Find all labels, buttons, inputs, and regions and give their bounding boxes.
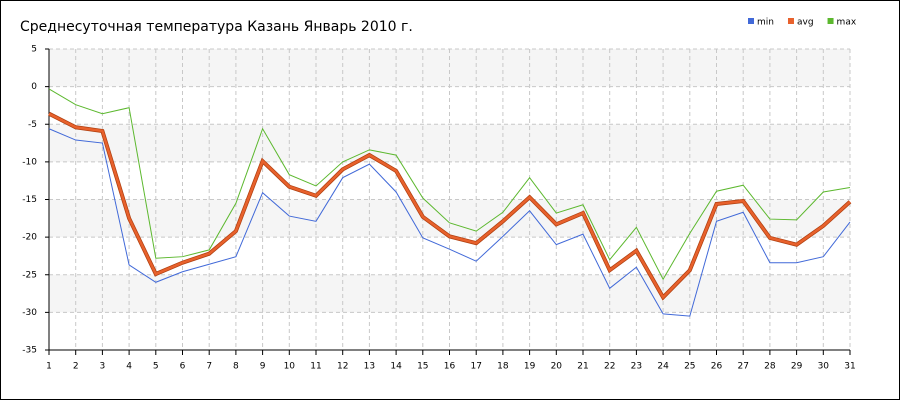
y-tick-label: -30 [22, 308, 37, 318]
x-tick-label: 28 [764, 362, 776, 372]
x-tick-label: 25 [684, 362, 695, 372]
x-tick-label: 29 [791, 362, 803, 372]
series-line [48, 112, 851, 300]
x-tick-label: 10 [284, 362, 296, 372]
legend-swatch [787, 18, 794, 24]
legend-label: max [837, 18, 857, 28]
y-tick-label: -5 [28, 120, 37, 130]
y-tick-label: 0 [31, 82, 37, 92]
x-tick-label: 8 [233, 362, 239, 372]
x-tick-label: 4 [126, 362, 132, 372]
series-line [48, 128, 851, 317]
legend-label: min [757, 18, 774, 28]
legend-swatch [827, 18, 834, 24]
x-tick-label: 26 [711, 362, 723, 372]
x-tick-label: 2 [73, 362, 79, 372]
x-tick-label: 6 [180, 362, 186, 372]
x-tick-label: 13 [364, 362, 375, 372]
x-tick-label: 22 [604, 362, 615, 372]
y-tick-label: -15 [22, 195, 37, 205]
x-tick-label: 24 [657, 362, 669, 372]
x-tick-label: 7 [206, 362, 212, 372]
x-tick-label: 19 [524, 362, 536, 372]
y-tick-label: -35 [22, 346, 37, 356]
x-tick-label: 18 [497, 362, 509, 372]
y-tick-label: 5 [31, 45, 37, 55]
x-tick-label: 21 [577, 362, 588, 372]
chart-title: Среднесуточная температура Казань Январь… [20, 19, 413, 35]
x-tick-label: 3 [100, 362, 106, 372]
legend-swatch [748, 18, 754, 24]
x-tick-label: 23 [631, 362, 642, 372]
y-tick-label: -20 [22, 233, 37, 243]
x-tick-label: 30 [818, 362, 830, 372]
x-tick-label: 12 [337, 362, 348, 372]
x-tick-label: 14 [390, 362, 402, 372]
x-tick-label: 27 [737, 362, 748, 372]
x-tick-label: 15 [417, 362, 428, 372]
x-tick-label: 1 [46, 362, 52, 372]
x-tick-label: 16 [444, 362, 456, 372]
x-tick-label: 17 [470, 362, 481, 372]
series-line [48, 88, 851, 281]
x-tick-label: 20 [551, 362, 563, 372]
x-tick-label: 11 [310, 362, 321, 372]
y-tick-label: -25 [22, 270, 37, 280]
x-tick-label: 5 [153, 362, 159, 372]
legend-label: avg [797, 18, 814, 28]
x-tick-label: 9 [260, 362, 266, 372]
y-tick-label: -10 [22, 157, 37, 167]
x-tick-label: 31 [844, 362, 855, 372]
